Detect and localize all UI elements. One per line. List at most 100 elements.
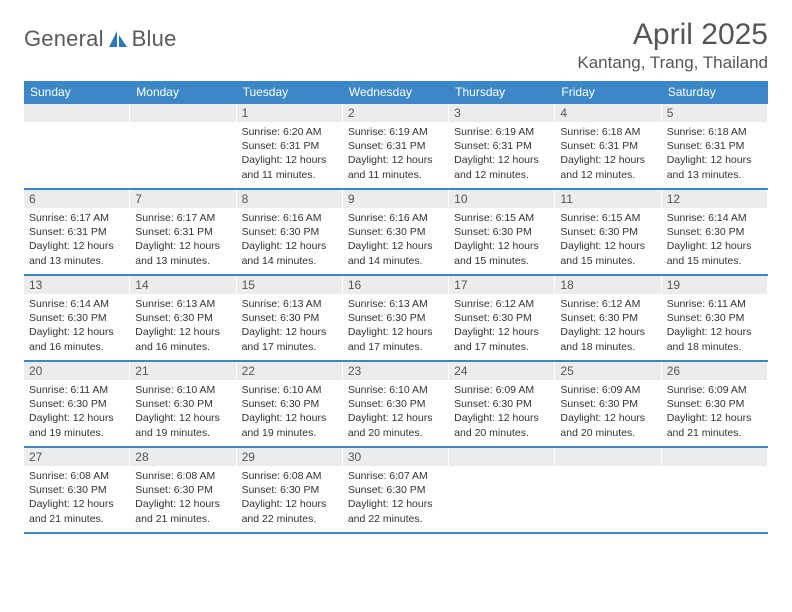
logo-text-b: Blue xyxy=(132,26,177,52)
sunset-text: Sunset: 6:31 PM xyxy=(454,139,549,153)
day-number: 27 xyxy=(24,448,129,466)
calendar-cell: 21Sunrise: 6:10 AMSunset: 6:30 PMDayligh… xyxy=(130,362,236,446)
calendar-cell: 25 Sunrise: 6:09 AMSunset: 6:30 PMDayligh… xyxy=(555,362,661,446)
weekday-label: Tuesday xyxy=(237,81,343,104)
day-number: 26 xyxy=(662,362,767,380)
sunset-text: Sunset: 6:30 PM xyxy=(560,225,655,239)
sunset-text: Sunset: 6:30 PM xyxy=(242,483,337,497)
day-number: 10 xyxy=(449,190,554,208)
day-info: Sunrise: 6:20 AMSunset: 6:31 PMDaylight:… xyxy=(242,125,337,182)
sunset-text: Sunset: 6:31 PM xyxy=(560,139,655,153)
daylight-text: Daylight: 12 hours and 22 minutes. xyxy=(242,497,337,525)
calendar-cell: 5 Sunrise: 6:18 AMSunset: 6:31 PMDaylight… xyxy=(662,104,768,188)
sunrise-text: Sunrise: 6:10 AM xyxy=(348,383,443,397)
calendar-cell: . xyxy=(24,104,130,188)
daylight-text: Daylight: 12 hours and 15 minutes. xyxy=(454,239,549,267)
daylight-text: Daylight: 12 hours and 19 minutes. xyxy=(242,411,337,439)
calendar-cell: 8Sunrise: 6:16 AMSunset: 6:30 PMDaylight… xyxy=(237,190,343,274)
sunset-text: Sunset: 6:30 PM xyxy=(348,311,443,325)
sunrise-text: Sunrise: 6:13 AM xyxy=(348,297,443,311)
day-info: Sunrise: 6:10 AMSunset: 6:30 PMDaylight:… xyxy=(242,383,337,440)
calendar-cell: 22 Sunrise: 6:10 AMSunset: 6:30 PMDayligh… xyxy=(237,362,343,446)
day-info: Sunrise: 6:10 AMSunset: 6:30 PMDaylight:… xyxy=(135,383,230,440)
sunrise-text: Sunrise: 6:12 AM xyxy=(454,297,549,311)
calendar-cell: 17Sunrise: 6:12 AMSunset: 6:30 PMDayligh… xyxy=(449,276,555,360)
sunrise-text: Sunrise: 6:13 AM xyxy=(135,297,230,311)
daylight-text: Daylight: 12 hours and 17 minutes. xyxy=(454,325,549,353)
weekday-label: Thursday xyxy=(449,81,555,104)
day-number: 22 xyxy=(237,362,342,380)
weekday-label: Friday xyxy=(555,81,661,104)
sunrise-text: Sunrise: 6:18 AM xyxy=(667,125,762,139)
page-subtitle: Kantang, Trang, Thailand xyxy=(577,53,768,73)
daylight-text: Daylight: 12 hours and 13 minutes. xyxy=(667,153,762,181)
calendar-cell: 30 Sunrise: 6:07 AMSunset: 6:30 PMDayligh… xyxy=(343,448,449,532)
sunrise-text: Sunrise: 6:11 AM xyxy=(29,383,124,397)
page-header: General Blue April 2025 Kantang, Trang, … xyxy=(24,18,768,73)
page-title: April 2025 xyxy=(577,18,768,51)
day-info: Sunrise: 6:11 AMSunset: 6:30 PMDaylight:… xyxy=(667,297,762,354)
calendar-cell: 26Sunrise: 6:09 AMSunset: 6:30 PMDayligh… xyxy=(662,362,768,446)
calendar-cell: . xyxy=(555,448,661,532)
calendar-cell: 27 Sunrise: 6:08 AMSunset: 6:30 PMDayligh… xyxy=(24,448,130,532)
calendar-cell: 20Sunrise: 6:11 AMSunset: 6:30 PMDayligh… xyxy=(24,362,130,446)
weekday-header: Sunday Monday Tuesday Wednesday Thursday… xyxy=(24,81,768,104)
sunset-text: Sunset: 6:31 PM xyxy=(29,225,124,239)
daylight-text: Daylight: 12 hours and 21 minutes. xyxy=(29,497,124,525)
daylight-text: Daylight: 12 hours and 21 minutes. xyxy=(135,497,230,525)
sunrise-text: Sunrise: 6:08 AM xyxy=(135,469,230,483)
calendar-cell: 2 Sunrise: 6:19 AMSunset: 6:31 PMDaylight… xyxy=(343,104,449,188)
daylight-text: Daylight: 12 hours and 13 minutes. xyxy=(29,239,124,267)
day-info: Sunrise: 6:17 AMSunset: 6:31 PMDaylight:… xyxy=(135,211,230,268)
daylight-text: Daylight: 12 hours and 21 minutes. xyxy=(667,411,762,439)
day-number: 29 xyxy=(237,448,342,466)
daylight-text: Daylight: 12 hours and 15 minutes. xyxy=(560,239,655,267)
daylight-text: Daylight: 12 hours and 12 minutes. xyxy=(560,153,655,181)
daylight-text: Daylight: 12 hours and 20 minutes. xyxy=(454,411,549,439)
day-info: Sunrise: 6:09 AMSunset: 6:30 PMDaylight:… xyxy=(560,383,655,440)
daylight-text: Daylight: 12 hours and 16 minutes. xyxy=(29,325,124,353)
sunrise-text: Sunrise: 6:15 AM xyxy=(560,211,655,225)
day-number: 20 xyxy=(24,362,129,380)
calendar-week: 6Sunrise: 6:17 AMSunset: 6:31 PMDaylight… xyxy=(24,190,768,276)
day-number: 16 xyxy=(343,276,448,294)
day-info: Sunrise: 6:08 AMSunset: 6:30 PMDaylight:… xyxy=(29,469,124,526)
day-number: 2 xyxy=(343,104,448,122)
sunset-text: Sunset: 6:30 PM xyxy=(135,311,230,325)
daylight-text: Daylight: 12 hours and 19 minutes. xyxy=(135,411,230,439)
calendar-week: 27Sunrise: 6:08 AMSunset: 6:30 PMDayligh… xyxy=(24,448,768,534)
day-number: 5 xyxy=(662,104,767,122)
calendar-cell: . xyxy=(130,104,236,188)
day-number: 25 xyxy=(555,362,660,380)
daylight-text: Daylight: 12 hours and 16 minutes. xyxy=(135,325,230,353)
day-number: 11 xyxy=(555,190,660,208)
day-info: Sunrise: 6:19 AMSunset: 6:31 PMDaylight:… xyxy=(348,125,443,182)
day-info: Sunrise: 6:18 AMSunset: 6:31 PMDaylight:… xyxy=(667,125,762,182)
weekday-label: Wednesday xyxy=(343,81,449,104)
sunset-text: Sunset: 6:31 PM xyxy=(348,139,443,153)
sunrise-text: Sunrise: 6:14 AM xyxy=(29,297,124,311)
day-number: 3 xyxy=(449,104,554,122)
daylight-text: Daylight: 12 hours and 19 minutes. xyxy=(29,411,124,439)
sunrise-text: Sunrise: 6:09 AM xyxy=(454,383,549,397)
day-number: 24 xyxy=(449,362,554,380)
calendar-cell: 13 Sunrise: 6:14 AMSunset: 6:30 PMDayligh… xyxy=(24,276,130,360)
day-info: Sunrise: 6:14 AMSunset: 6:30 PMDaylight:… xyxy=(29,297,124,354)
day-info: Sunrise: 6:15 AMSunset: 6:30 PMDaylight:… xyxy=(454,211,549,268)
sunrise-text: Sunrise: 6:12 AM xyxy=(560,297,655,311)
day-number: 12 xyxy=(662,190,767,208)
day-info: Sunrise: 6:16 AMSunset: 6:30 PMDaylight:… xyxy=(242,211,337,268)
day-info: Sunrise: 6:13 AMSunset: 6:30 PMDaylight:… xyxy=(348,297,443,354)
day-number: . xyxy=(555,448,660,466)
day-number: 28 xyxy=(130,448,235,466)
day-info: Sunrise: 6:19 AMSunset: 6:31 PMDaylight:… xyxy=(454,125,549,182)
day-number: 30 xyxy=(343,448,448,466)
day-number: 13 xyxy=(24,276,129,294)
calendar-week: 20Sunrise: 6:11 AMSunset: 6:30 PMDayligh… xyxy=(24,362,768,448)
day-number: 9 xyxy=(343,190,448,208)
sunrise-text: Sunrise: 6:17 AM xyxy=(135,211,230,225)
day-info: Sunrise: 6:07 AMSunset: 6:30 PMDaylight:… xyxy=(348,469,443,526)
sunset-text: Sunset: 6:30 PM xyxy=(560,311,655,325)
sunrise-text: Sunrise: 6:08 AM xyxy=(29,469,124,483)
daylight-text: Daylight: 12 hours and 17 minutes. xyxy=(242,325,337,353)
